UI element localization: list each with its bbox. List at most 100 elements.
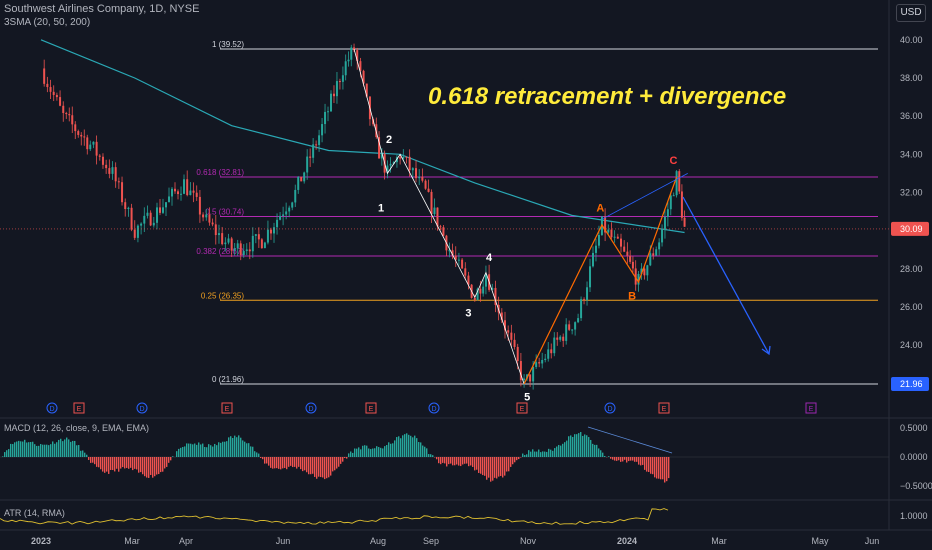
candle-body [117,181,120,183]
macd-bar [240,437,242,457]
macd-bar [518,457,520,460]
macd-bar [54,443,56,457]
macd-bar [558,444,560,457]
macd-bar [36,445,38,457]
candle-body [649,253,652,266]
candle-body [177,191,180,195]
event-marker-label: E [225,406,230,413]
macd-bar [446,457,448,467]
candle-body [335,81,338,97]
macd-bar [136,457,138,470]
macd-bar [140,457,142,473]
candle-body [248,249,251,252]
macd-bar [118,457,120,472]
macd-bar [186,443,188,457]
macd-bar [274,457,276,469]
macd-bar [626,457,628,463]
macd-bar [112,457,114,471]
candle-body [359,61,362,71]
candle-body [254,234,257,236]
macd-bar [84,452,86,457]
macd-bar [164,457,166,469]
macd-bar [312,457,314,474]
macd-bar [356,448,358,457]
macd-bar [384,446,386,457]
macd-bar [442,457,444,463]
candle-body [683,217,686,227]
candle-body [661,229,664,243]
candle-body [80,134,83,137]
macd-bar [486,457,488,480]
candle-body [168,196,171,203]
wave-label-2: 2 [386,134,392,146]
candle-body [583,299,586,301]
macd-bar [316,457,318,479]
macd-label: MACD (12, 26, close, 9, EMA, EMA) [4,423,149,433]
macd-bar [108,457,110,474]
candle-body [559,336,562,340]
candle-body [279,215,282,220]
macd-bar [22,441,24,457]
macd-bar [302,457,304,472]
macd-bar [304,457,306,471]
macd-bar [524,454,526,457]
candle-body [312,144,315,158]
time-tick: Jun [865,536,880,546]
candle-body [553,337,556,354]
currency-button[interactable]: USD [896,4,926,22]
candle-body [532,366,535,382]
macd-bar [386,445,388,457]
macd-bar [378,447,380,457]
wave-label-A: A [596,203,604,215]
macd-bar [76,445,78,457]
macd-bar [480,457,482,474]
macd-bar [242,440,244,457]
event-marker-label: D [431,406,436,413]
macd-bar [464,457,466,464]
candle-body [214,224,217,236]
macd-bar [28,442,30,457]
macd-bar [44,444,46,457]
macd-bar [262,457,264,460]
macd-bar [162,457,164,472]
macd-bar [578,433,580,457]
macd-bar [588,437,590,457]
macd-bar [66,437,68,457]
macd-bar [582,435,584,457]
candle-body [269,229,272,234]
candle-body [114,167,117,182]
macd-bar [576,434,578,457]
macd-bar [566,440,568,457]
macd-bar [366,445,368,457]
time-tick: Aug [370,536,386,546]
price-tick: 32.00 [900,187,923,197]
dividend-marker [428,402,440,414]
macd-bar [492,457,494,481]
candle-body [418,176,421,179]
macd-bar [630,457,632,461]
macd-bar [236,437,238,457]
macd-bar [664,457,666,483]
macd-bar [544,451,546,457]
macd-bar [20,441,22,457]
candle-body [597,234,600,246]
candle-body [285,211,288,215]
macd-bar [146,457,148,478]
indicator-label: 3SMA (20, 50, 200) [4,17,91,28]
macd-bar [256,452,258,457]
earnings-marker [805,402,817,414]
macd-bar [8,449,10,457]
macd-bar [102,457,104,472]
macd-bar [424,446,426,457]
candle-body [208,214,211,223]
candle-body [544,358,547,360]
macd-bar [24,439,26,457]
candle-body [62,105,65,113]
candle-body [332,93,335,97]
candle-body [535,362,538,367]
macd-bar [288,457,290,467]
fib-level-label: 0 (21.96) [212,375,244,384]
candle-body [680,191,683,218]
dividend-marker [604,402,616,414]
